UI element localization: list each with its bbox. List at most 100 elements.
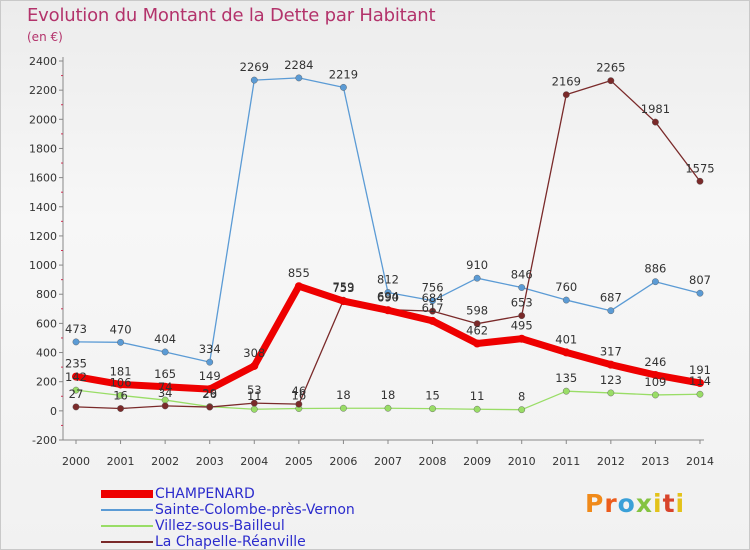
- data-point: [294, 282, 303, 291]
- data-label: 2169: [552, 75, 581, 89]
- data-label: 910: [466, 258, 488, 272]
- data-point: [429, 297, 436, 305]
- x-tick-label: 2000: [62, 455, 90, 468]
- data-label: 46: [292, 384, 307, 398]
- data-point: [205, 385, 214, 394]
- data-point: [696, 177, 704, 185]
- data-point: [518, 406, 526, 414]
- y-tick-label: 2400: [29, 55, 57, 68]
- legend-label: Sainte-Colombe-près-Vernon: [155, 502, 355, 518]
- data-point: [652, 278, 659, 286]
- data-point: [72, 338, 80, 346]
- data-point: [250, 361, 259, 370]
- x-tick-label: 2014: [686, 455, 714, 468]
- data-point: [562, 348, 571, 357]
- data-label: 74: [158, 380, 173, 394]
- y-tick-label: 0: [50, 405, 57, 418]
- chart-unit-label: (en €): [27, 30, 63, 44]
- data-label: 246: [644, 355, 666, 369]
- data-label: 812: [377, 272, 399, 286]
- legend-swatch: [101, 525, 153, 527]
- y-tick-label: 2000: [29, 113, 57, 126]
- y-tick-label: 400: [36, 347, 57, 360]
- data-point: [250, 405, 258, 413]
- data-point: [651, 370, 660, 379]
- legend-item: Sainte-Colombe-près-Vernon: [101, 502, 501, 518]
- data-label: 235: [65, 357, 87, 371]
- data-label: 807: [689, 273, 711, 287]
- data-label: 334: [199, 342, 221, 356]
- data-point: [607, 389, 615, 397]
- data-label: 846: [511, 268, 533, 282]
- data-point: [428, 316, 437, 325]
- data-label: 106: [110, 375, 132, 389]
- data-point: [72, 372, 80, 381]
- x-tick-label: 2006: [329, 455, 357, 468]
- data-label: 123: [600, 373, 622, 387]
- data-label: 462: [466, 324, 488, 338]
- data-label: 653: [511, 296, 533, 310]
- data-label: 18: [381, 388, 396, 402]
- data-point: [206, 403, 214, 411]
- data-point: [607, 307, 615, 315]
- data-label: 886: [644, 262, 666, 276]
- y-tick-label: 200: [36, 376, 57, 389]
- data-label: 165: [154, 367, 176, 381]
- x-tick-label: 2004: [240, 455, 268, 468]
- data-point: [517, 334, 526, 343]
- data-point: [206, 358, 214, 366]
- data-label: 495: [511, 319, 533, 333]
- data-label: 2265: [596, 61, 625, 75]
- data-point: [340, 83, 347, 91]
- data-label: 27: [69, 387, 84, 401]
- x-tick-label: 2010: [508, 455, 536, 468]
- data-label: 470: [110, 322, 132, 336]
- data-point: [429, 405, 436, 413]
- data-label: 756: [422, 281, 444, 295]
- legend-item: Villez-sous-Bailleul: [101, 518, 501, 534]
- data-label: 29: [202, 387, 217, 401]
- data-label: 401: [555, 332, 577, 346]
- data-point: [295, 400, 303, 408]
- data-label: 53: [247, 383, 262, 397]
- data-label: 308: [243, 346, 265, 360]
- data-point: [72, 403, 80, 411]
- data-label: 694: [377, 290, 399, 304]
- x-tick-label: 2009: [463, 455, 491, 468]
- data-label: 18: [336, 388, 351, 402]
- data-point: [250, 399, 258, 407]
- data-label: 598: [466, 304, 488, 318]
- data-point: [473, 339, 482, 348]
- data-point: [473, 405, 481, 413]
- data-point: [384, 289, 392, 296]
- y-tick-label: -200: [32, 434, 57, 447]
- data-point: [340, 404, 347, 412]
- y-tick-label: 1800: [29, 142, 57, 155]
- data-label: 2269: [240, 60, 269, 74]
- data-point: [339, 297, 348, 306]
- data-label: 11: [247, 389, 262, 403]
- data-point: [116, 380, 125, 389]
- y-tick-label: 1200: [29, 230, 57, 243]
- x-tick-label: 2007: [374, 455, 402, 468]
- legend-item: La Chapelle-Réanville: [101, 534, 501, 550]
- data-point: [117, 338, 124, 346]
- x-tick-label: 2012: [597, 455, 625, 468]
- data-point: [696, 289, 704, 297]
- data-point: [696, 390, 704, 398]
- data-point: [383, 306, 392, 315]
- y-tick-label: 2200: [29, 84, 57, 97]
- data-point: [473, 274, 481, 282]
- legend-label: La Chapelle-Réanville: [155, 534, 306, 550]
- x-tick-label: 2013: [641, 455, 669, 468]
- y-tick-label: 1600: [29, 172, 57, 185]
- data-label: 181: [110, 364, 132, 378]
- data-point: [72, 386, 80, 394]
- data-label: 760: [555, 280, 577, 294]
- data-label: 109: [644, 375, 666, 389]
- legend-label: CHAMPENARD: [155, 486, 255, 502]
- legend-swatch: [101, 541, 153, 543]
- data-point: [652, 391, 659, 399]
- series-line-3: [75, 80, 701, 410]
